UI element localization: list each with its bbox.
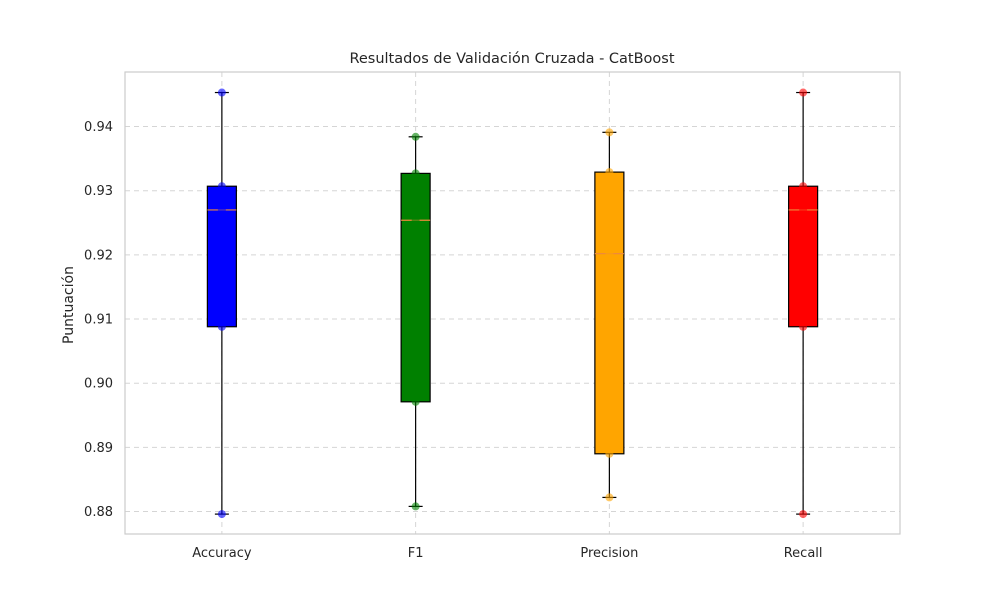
data-point — [411, 397, 420, 406]
data-point — [605, 128, 614, 137]
data-point — [605, 249, 614, 258]
boxes — [206, 88, 819, 519]
y-tick-label: 0.94 — [84, 120, 113, 135]
data-point — [217, 182, 226, 191]
y-tick-labels: 0.88 0.89 0.90 0.91 0.92 0.93 0.94 — [84, 120, 113, 520]
data-point — [799, 322, 808, 331]
x-tick-label: Recall — [784, 546, 823, 561]
data-point — [217, 510, 226, 519]
y-tick-label: 0.92 — [84, 248, 113, 263]
data-point — [799, 88, 808, 97]
box-recall — [788, 88, 819, 519]
data-point — [605, 449, 614, 458]
y-tick-label: 0.88 — [84, 505, 113, 520]
x-tick-label: Accuracy — [192, 546, 252, 561]
y-axis-label: Puntuación — [61, 266, 77, 344]
data-point — [799, 182, 808, 191]
plot-frame — [124, 71, 901, 535]
y-tick-label: 0.89 — [84, 441, 113, 456]
data-point — [605, 168, 614, 177]
data-point — [411, 169, 420, 178]
data-point — [605, 493, 614, 502]
x-tick-label: Precision — [580, 546, 638, 561]
box-precision — [594, 128, 625, 502]
data-point — [217, 205, 226, 214]
y-tick-label: 0.91 — [84, 313, 113, 328]
grid-lines — [125, 72, 900, 534]
box-body — [400, 172, 431, 403]
x-tick-label: F1 — [408, 546, 424, 561]
box-f1 — [400, 132, 431, 511]
chart-title: Resultados de Validación Cruzada - CatBo… — [349, 51, 674, 67]
data-point — [411, 132, 420, 141]
y-tick-label: 0.90 — [84, 377, 113, 392]
data-point — [799, 510, 808, 519]
data-point — [217, 88, 226, 97]
x-tick-labels: Accuracy F1 Precision Recall — [192, 546, 822, 561]
data-point — [411, 502, 420, 511]
box-body — [594, 171, 625, 455]
y-tick-label: 0.93 — [84, 184, 113, 199]
data-point — [411, 216, 420, 225]
data-point — [799, 205, 808, 214]
data-point — [217, 322, 226, 331]
box-accuracy — [206, 88, 237, 519]
